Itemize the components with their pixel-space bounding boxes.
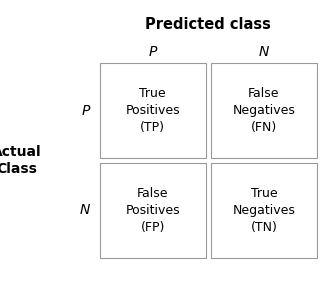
- Text: Actual
Class: Actual Class: [0, 145, 42, 176]
- Text: Predicted class: Predicted class: [145, 17, 271, 32]
- Text: N: N: [259, 45, 269, 59]
- Text: P: P: [148, 45, 157, 59]
- FancyBboxPatch shape: [211, 163, 317, 258]
- Text: True
Positives
(TP): True Positives (TP): [125, 87, 180, 134]
- Text: False
Negatives
(FN): False Negatives (FN): [232, 87, 295, 134]
- Text: True
Negatives
(TN): True Negatives (TN): [232, 187, 295, 234]
- Text: P: P: [81, 104, 90, 118]
- FancyBboxPatch shape: [211, 63, 317, 158]
- FancyBboxPatch shape: [100, 63, 206, 158]
- Text: False
Positives
(FP): False Positives (FP): [125, 187, 180, 234]
- Text: N: N: [79, 203, 90, 217]
- FancyBboxPatch shape: [100, 163, 206, 258]
